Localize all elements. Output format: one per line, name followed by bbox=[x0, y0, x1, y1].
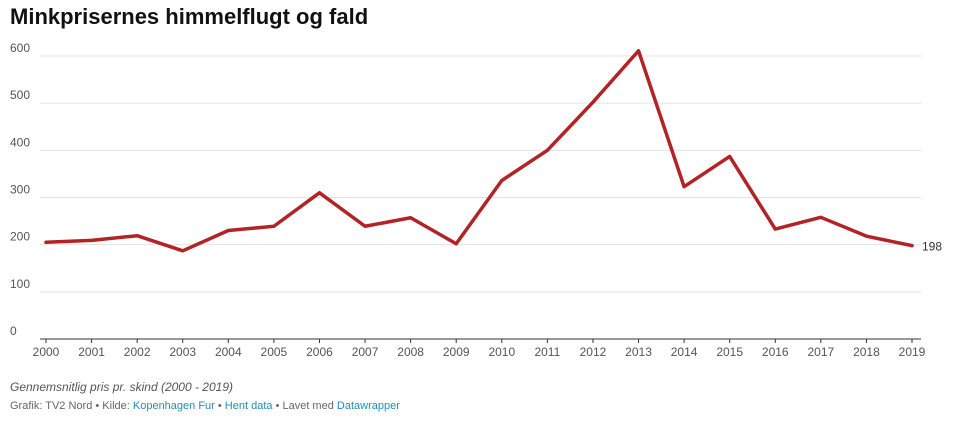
y-tick-label: 0 bbox=[10, 324, 17, 338]
end-value-label: 198 bbox=[922, 240, 942, 254]
x-tick-label: 2016 bbox=[762, 345, 789, 359]
data-point bbox=[272, 224, 276, 228]
y-tick-label: 100 bbox=[10, 277, 30, 291]
footer-separator: • Lavet med bbox=[272, 400, 337, 412]
x-tick-label: 2009 bbox=[443, 345, 470, 359]
data-point bbox=[44, 240, 48, 244]
x-axis-ticks: 2000 2001 2002 2003 2004 2005 2006 2007 2008 2009… bbox=[33, 339, 926, 359]
chart-title: Minkprisernes himmelflugt og fald bbox=[10, 4, 369, 29]
y-axis-ticks: 0 100 200 300 400 500 600 bbox=[10, 41, 30, 338]
x-tick-label: 2011 bbox=[534, 345, 560, 359]
data-point bbox=[864, 234, 868, 238]
x-tick-label: 2002 bbox=[124, 345, 151, 359]
data-point bbox=[226, 229, 230, 233]
y-tick-label: 400 bbox=[10, 135, 30, 149]
y-tick-label: 200 bbox=[10, 230, 30, 244]
data-point bbox=[910, 244, 914, 248]
x-tick-label: 2005 bbox=[261, 345, 288, 359]
chart-notes: Gennemsnitlig pris pr. skind (2000 - 201… bbox=[10, 380, 233, 394]
data-point bbox=[682, 185, 686, 189]
x-tick-label: 2001 bbox=[78, 345, 105, 359]
chart-footer: Grafik: TV2 Nord • Kilde: Kopenhagen Fur… bbox=[10, 400, 400, 412]
source-link[interactable]: Kopenhagen Fur bbox=[132, 400, 215, 412]
data-point bbox=[545, 148, 549, 152]
data-point bbox=[454, 242, 458, 246]
footer-separator: • bbox=[214, 400, 225, 412]
get-data-link[interactable]: Hent data bbox=[224, 400, 273, 412]
data-point bbox=[317, 191, 321, 195]
x-tick-label: 2018 bbox=[853, 345, 880, 359]
series-layer bbox=[44, 49, 914, 253]
data-point bbox=[637, 49, 641, 53]
data-point bbox=[591, 100, 595, 104]
x-tick-label: 2015 bbox=[716, 345, 743, 359]
data-point bbox=[728, 154, 732, 158]
x-tick-label: 2010 bbox=[488, 345, 515, 359]
data-point bbox=[500, 179, 504, 183]
y-tick-label: 600 bbox=[10, 41, 30, 55]
datawrapper-link[interactable]: Datawrapper bbox=[336, 400, 400, 412]
y-tick-label: 300 bbox=[10, 183, 30, 197]
x-tick-label: 2008 bbox=[397, 345, 424, 359]
x-tick-label: 2014 bbox=[671, 345, 698, 359]
x-tick-label: 2007 bbox=[352, 345, 379, 359]
footer-graphic-credit: Grafik: TV2 Nord bbox=[10, 400, 93, 412]
x-tick-label: 2013 bbox=[625, 345, 652, 359]
x-tick-label: 2017 bbox=[807, 345, 834, 359]
data-point bbox=[773, 227, 777, 231]
data-point bbox=[819, 215, 823, 219]
data-point bbox=[181, 249, 185, 253]
x-tick-label: 2012 bbox=[580, 345, 607, 359]
footer-separator: • Kilde: bbox=[92, 400, 133, 412]
data-point bbox=[363, 224, 367, 228]
y-tick-label: 500 bbox=[10, 88, 30, 102]
x-tick-label: 2003 bbox=[169, 345, 196, 359]
x-tick-label: 2006 bbox=[306, 345, 333, 359]
x-tick-label: 2019 bbox=[899, 345, 926, 359]
series-line bbox=[44, 49, 914, 253]
x-tick-label: 2000 bbox=[33, 345, 60, 359]
data-point bbox=[135, 234, 139, 238]
gridlines bbox=[40, 55, 921, 293]
data-point bbox=[90, 238, 94, 242]
data-point bbox=[409, 216, 413, 220]
x-tick-label: 2004 bbox=[215, 345, 242, 359]
